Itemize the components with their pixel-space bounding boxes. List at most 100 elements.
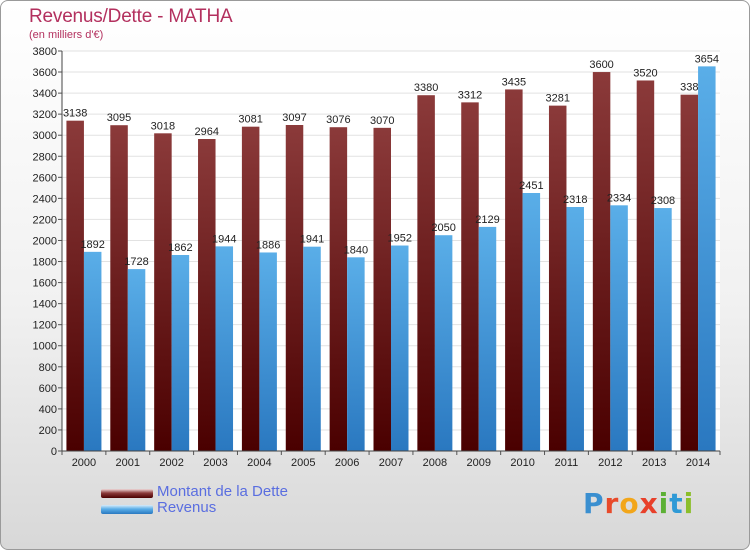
data-label-debt: 3095 — [107, 112, 131, 124]
y-tick-label: 1600 — [33, 278, 57, 290]
bar-debt — [505, 89, 523, 451]
x-tick-label: 2004 — [247, 457, 271, 469]
bars — [66, 66, 716, 452]
y-tick-label: 3200 — [33, 109, 57, 121]
chart-title: Revenus/Dette - MATHA — [29, 6, 233, 27]
y-tick-label: 2800 — [33, 151, 57, 163]
data-label-debt: 3281 — [545, 93, 569, 105]
bar-debt — [241, 126, 260, 452]
bar-revenue — [698, 66, 716, 452]
data-label-debt: 3380 — [414, 82, 438, 94]
x-axis-ticks: 2000 2001 2002 2003 2004 2005 2006 2007 2008 2009… — [61, 451, 721, 469]
bar-revenue — [610, 205, 628, 451]
y-tick-label: 400 — [39, 404, 57, 416]
bar-revenue — [83, 251, 102, 451]
data-label-revenue: 1728 — [124, 256, 148, 268]
data-label-debt: 3018 — [151, 120, 175, 132]
bar-revenue — [259, 252, 277, 451]
data-label-revenue: 2334 — [607, 192, 631, 204]
data-label-revenue: 1944 — [212, 233, 236, 245]
bar-debt — [285, 125, 304, 451]
legend-label-debt: Montant de la Dette — [157, 483, 288, 500]
data-label-debt: 3138 — [63, 108, 87, 120]
x-tick-label: 2007 — [379, 457, 403, 469]
data-label-revenue: 1941 — [300, 234, 324, 246]
data-label-revenue: 2318 — [563, 194, 587, 206]
bar-revenue — [522, 193, 541, 451]
data-label-revenue: 1886 — [256, 239, 280, 251]
x-tick-label: 2005 — [291, 457, 315, 469]
y-tick-label: 1000 — [33, 341, 57, 353]
x-tick-label: 2006 — [335, 457, 359, 469]
x-tick-label: 2000 — [72, 457, 96, 469]
y-tick-label: 3400 — [33, 88, 57, 100]
bar-debt — [198, 139, 216, 451]
x-tick-label: 2002 — [159, 457, 183, 469]
y-tick-label: 800 — [39, 362, 57, 374]
logo-letter: o — [619, 487, 640, 520]
data-label-debt: 3312 — [458, 89, 482, 101]
y-tick-label: 1200 — [33, 320, 57, 332]
axes — [61, 51, 720, 452]
chart-subtitle: (en milliers d'€) — [29, 29, 104, 41]
proxiti-logo: Proxiti — [583, 487, 694, 520]
y-tick-label: 200 — [39, 425, 57, 437]
bar-debt — [154, 133, 172, 451]
bar-revenue — [566, 207, 584, 451]
bar-debt — [680, 94, 699, 452]
y-tick-label: 600 — [39, 383, 57, 395]
bar-revenue — [434, 235, 453, 451]
x-tick-label: 2003 — [203, 457, 227, 469]
data-label-revenue: 3654 — [695, 53, 719, 65]
x-tick-label: 2011 — [555, 457, 579, 469]
legend-label-revenue: Revenus — [157, 499, 217, 516]
bar-revenue — [171, 255, 190, 451]
data-label-debt: 3081 — [238, 114, 262, 126]
y-tick-label: 3800 — [33, 46, 57, 58]
data-label-revenue: 2308 — [651, 195, 675, 207]
x-tick-label: 2001 — [116, 457, 140, 469]
data-label-debt: 3070 — [370, 115, 394, 127]
data-label-revenue: 1840 — [344, 244, 368, 256]
y-axis-ticks: 0 200 400 600 800 1000 1200 1400 1600 1800 2000 220… — [33, 46, 62, 458]
data-label-debt: 3520 — [633, 67, 657, 79]
bar-revenue — [478, 226, 497, 451]
bar-debt — [548, 105, 567, 451]
y-tick-label: 1400 — [33, 299, 57, 311]
y-tick-label: 2000 — [33, 235, 57, 247]
data-label-revenue: 2129 — [475, 214, 499, 226]
data-label-debt: 2964 — [195, 126, 219, 138]
bar-revenue — [215, 246, 234, 451]
x-tick-label: 2012 — [598, 457, 622, 469]
bar-debt — [592, 72, 611, 451]
data-label-debt: 3435 — [502, 76, 526, 88]
y-tick-label: 2400 — [33, 193, 57, 205]
x-tick-label: 2013 — [642, 457, 666, 469]
bar-debt — [110, 125, 128, 452]
y-tick-label: 3000 — [33, 130, 57, 142]
bar-revenue — [127, 269, 146, 451]
legend-swatch-revenue — [101, 505, 153, 514]
y-tick-label: 2600 — [33, 172, 57, 184]
bar-debt — [417, 95, 435, 452]
bar-debt — [329, 127, 348, 452]
data-label-revenue: 1862 — [168, 242, 192, 254]
x-tick-label: 2008 — [423, 457, 447, 469]
bar-debt — [636, 80, 655, 451]
data-label-revenue: 1892 — [80, 239, 104, 251]
logo-letter: t — [669, 487, 684, 520]
x-tick-label: 2014 — [686, 457, 710, 469]
data-label-revenue: 2451 — [519, 180, 543, 192]
logo-letter: i — [683, 487, 695, 520]
data-label-revenue: 2050 — [431, 222, 455, 234]
data-label-debt: 3600 — [589, 59, 613, 71]
data-label-debt: 338 — [680, 82, 698, 94]
x-tick-label: 2010 — [510, 457, 534, 469]
legend-swatch-debt — [101, 489, 153, 498]
bar-debt — [373, 127, 391, 451]
logo-letter: P — [583, 487, 605, 520]
data-label-debt: 3097 — [282, 112, 306, 124]
data-label-debt: 3076 — [326, 114, 350, 126]
